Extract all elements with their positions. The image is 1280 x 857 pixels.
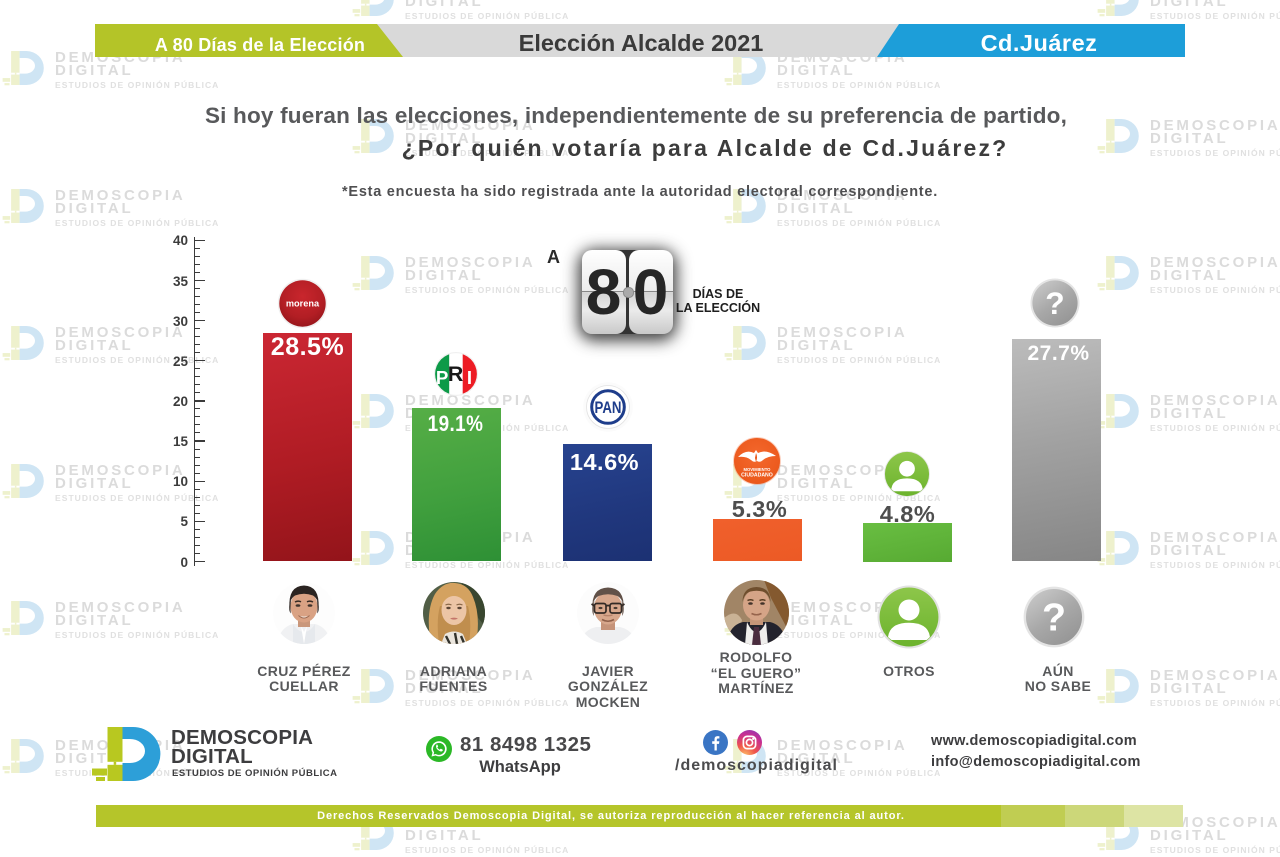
svg-text:?: ?: [1045, 285, 1064, 321]
svg-text:CIUDADANO: CIUDADANO: [741, 473, 773, 479]
svg-text:P: P: [436, 367, 448, 388]
svg-text:I: I: [467, 367, 472, 388]
svg-text:morena: morena: [286, 298, 320, 308]
svg-text:R: R: [448, 361, 464, 386]
svg-text:MOVIMIENTO: MOVIMIENTO: [744, 467, 772, 472]
svg-text:?: ?: [1042, 596, 1066, 640]
svg-text:PAN: PAN: [595, 399, 622, 417]
